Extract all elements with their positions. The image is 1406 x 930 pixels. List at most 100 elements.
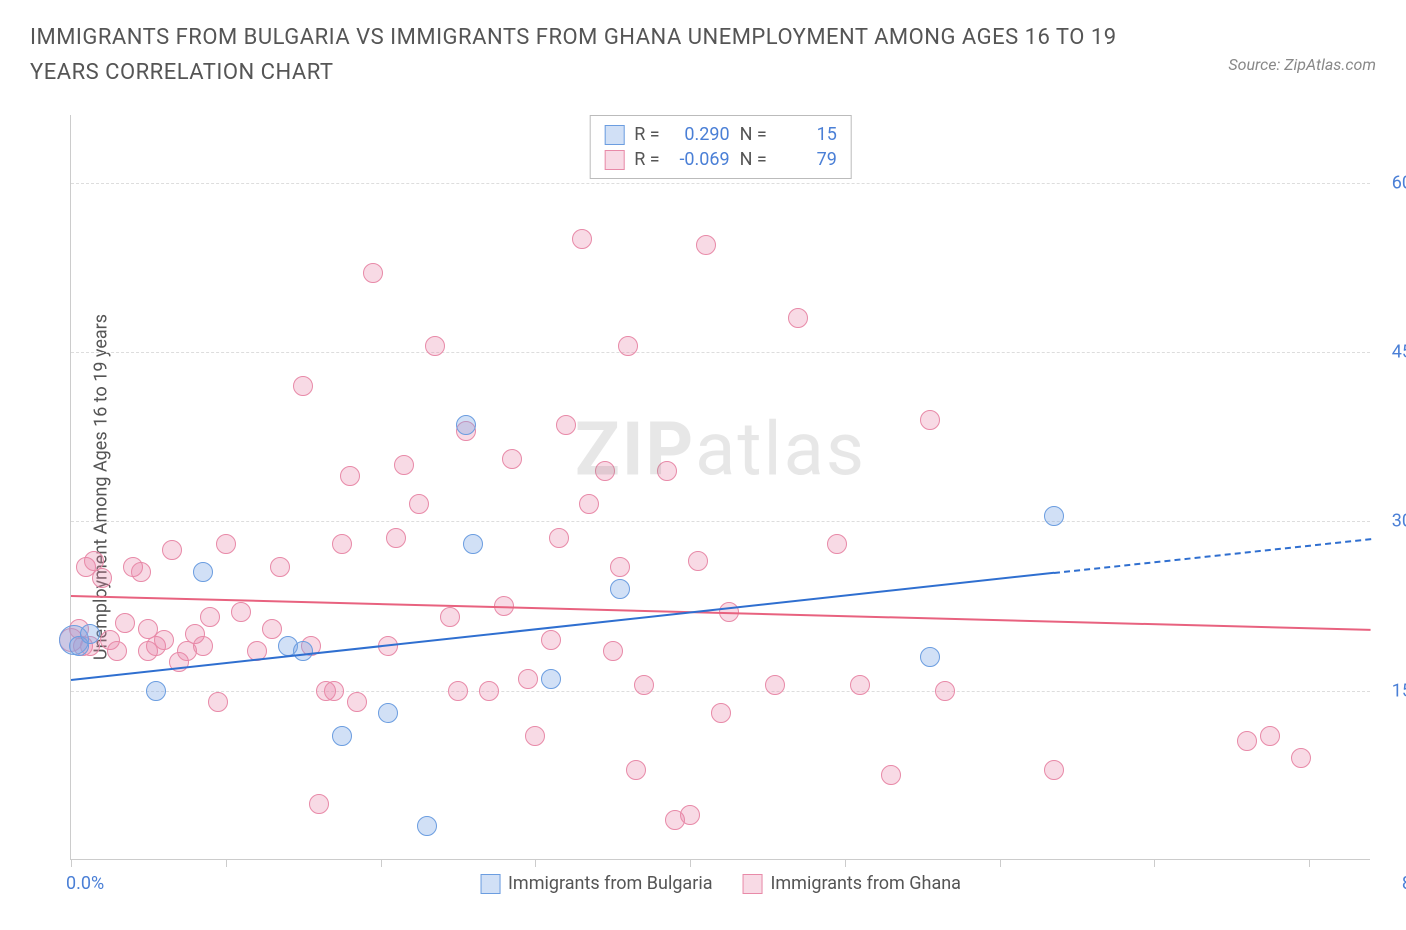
data-point [525, 726, 545, 746]
data-point [1291, 748, 1311, 768]
data-point [1260, 726, 1280, 746]
swatch-icon [604, 125, 624, 145]
data-point [541, 630, 561, 650]
data-point [293, 641, 313, 661]
data-point [231, 602, 251, 622]
n-label: N = [740, 124, 767, 145]
data-point [425, 336, 445, 356]
data-point [688, 551, 708, 571]
n-value: 15 [777, 124, 837, 145]
data-point [881, 765, 901, 785]
data-point [549, 528, 569, 548]
data-point [409, 494, 429, 514]
data-point [626, 760, 646, 780]
data-point [827, 534, 847, 554]
data-point [456, 415, 476, 435]
data-point [935, 681, 955, 701]
y-tick-label: 30.0% [1392, 511, 1406, 532]
trend-line [1054, 538, 1371, 574]
legend-item-ghana: Immigrants from Ghana [742, 873, 960, 894]
legend-label: Immigrants from Ghana [770, 873, 960, 894]
y-axis-label: Unemployment Among Ages 16 to 19 years [91, 314, 112, 660]
data-point [332, 726, 352, 746]
data-point [610, 557, 630, 577]
data-point [200, 607, 220, 627]
data-point [1237, 731, 1257, 751]
data-point [920, 647, 940, 667]
data-point [696, 235, 716, 255]
data-point [502, 449, 522, 469]
x-tick [535, 859, 536, 867]
legend-row-ghana: R = -0.069 N = 79 [604, 147, 837, 172]
x-tick-label: 8.0% [1402, 873, 1406, 894]
data-point [541, 669, 561, 689]
x-tick [381, 859, 382, 867]
y-tick-label: 15.0% [1392, 680, 1406, 701]
gridline [71, 183, 1370, 184]
data-point [579, 494, 599, 514]
r-value: -0.069 [670, 149, 730, 170]
r-label: R = [634, 124, 659, 145]
gridline [71, 521, 1370, 522]
data-point [394, 455, 414, 475]
r-value: 0.290 [670, 124, 730, 145]
r-label: R = [634, 149, 659, 170]
x-tick [690, 859, 691, 867]
x-tick [1309, 859, 1310, 867]
trend-line [71, 572, 1054, 681]
y-tick-label: 45.0% [1392, 342, 1406, 363]
gridline [71, 352, 1370, 353]
data-point [332, 534, 352, 554]
data-point [595, 461, 615, 481]
legend-item-bulgaria: Immigrants from Bulgaria [480, 873, 712, 894]
data-point [107, 641, 127, 661]
x-tick [1000, 859, 1001, 867]
data-point [657, 461, 677, 481]
data-point [618, 336, 638, 356]
legend-label: Immigrants from Bulgaria [508, 873, 712, 894]
chart-title: IMMIGRANTS FROM BULGARIA VS IMMIGRANTS F… [30, 20, 1130, 90]
data-point [340, 466, 360, 486]
swatch-icon [742, 874, 762, 894]
data-point [262, 619, 282, 639]
correlation-legend: R = 0.290 N = 15 R = -0.069 N = 79 [589, 115, 852, 179]
x-tick [226, 859, 227, 867]
data-point [162, 540, 182, 560]
data-point [309, 794, 329, 814]
data-point [417, 816, 437, 836]
data-point [518, 669, 538, 689]
swatch-icon [604, 150, 624, 170]
n-value: 79 [777, 149, 837, 170]
data-point [479, 681, 499, 701]
data-point [850, 675, 870, 695]
data-point [765, 675, 785, 695]
data-point [440, 607, 460, 627]
data-point [154, 630, 174, 650]
data-point [378, 703, 398, 723]
data-point [216, 534, 236, 554]
x-tick [845, 859, 846, 867]
source-label: Source: ZipAtlas.com [1228, 20, 1376, 74]
data-point [711, 703, 731, 723]
data-point [270, 557, 290, 577]
gridline [71, 691, 1370, 692]
data-point [1044, 760, 1064, 780]
x-tick [71, 859, 72, 867]
y-tick-label: 60.0% [1392, 172, 1406, 193]
data-point [131, 562, 151, 582]
data-point [208, 692, 228, 712]
data-point [448, 681, 468, 701]
data-point [788, 308, 808, 328]
data-point [572, 229, 592, 249]
series-legend: Immigrants from Bulgaria Immigrants from… [480, 873, 961, 894]
data-point [1044, 506, 1064, 526]
data-point [80, 624, 100, 644]
data-point [293, 376, 313, 396]
x-tick [1154, 859, 1155, 867]
data-point [386, 528, 406, 548]
data-point [193, 562, 213, 582]
data-point [634, 675, 654, 695]
data-point [603, 641, 623, 661]
data-point [680, 805, 700, 825]
data-point [556, 415, 576, 435]
